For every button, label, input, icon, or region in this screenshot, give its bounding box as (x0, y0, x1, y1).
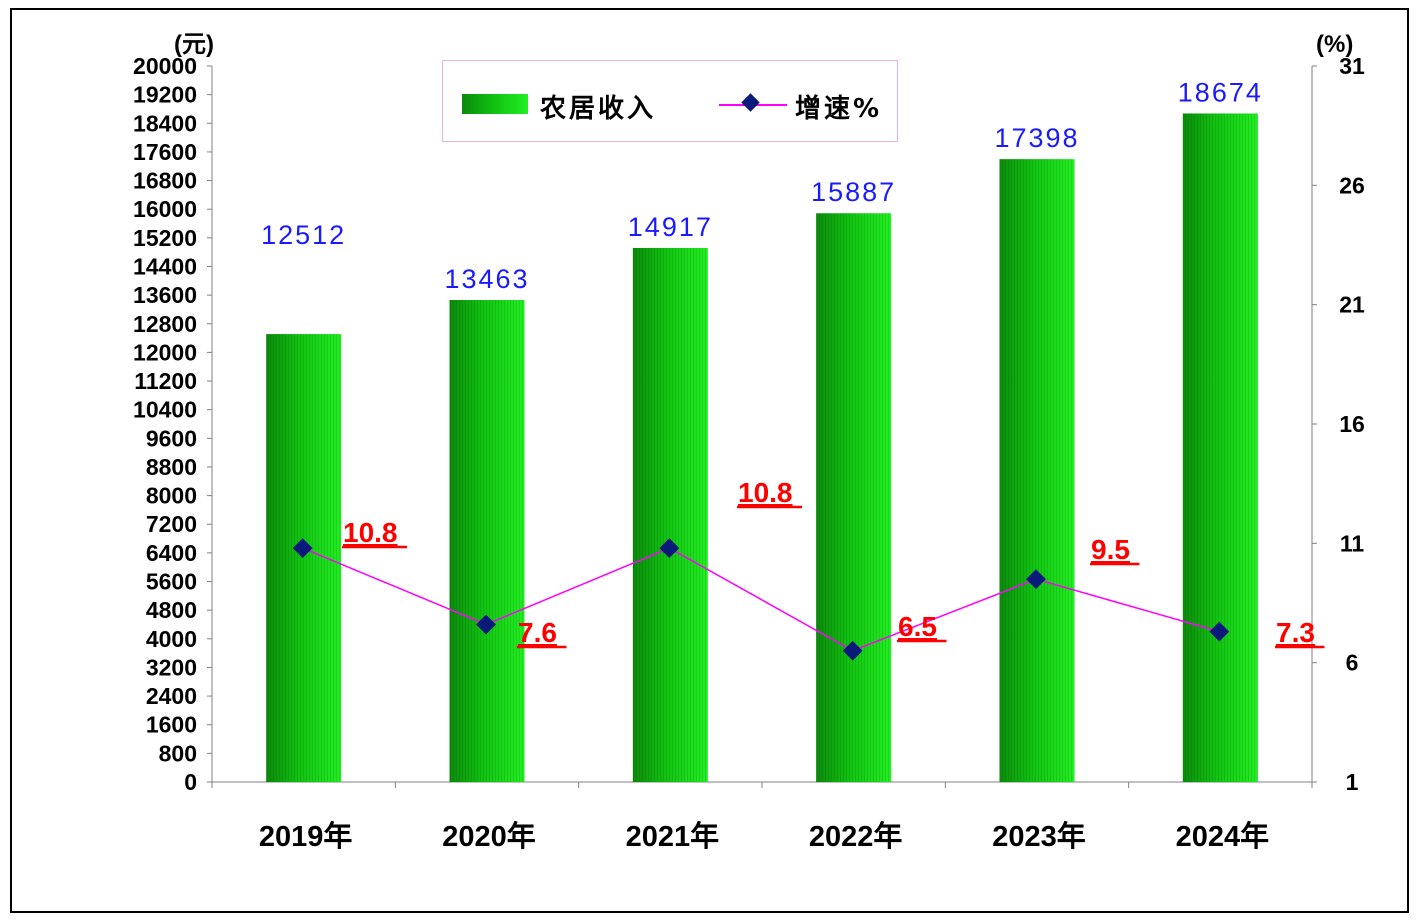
left-tick-label: 17600 (133, 139, 197, 165)
legend: 农居收入 增速% (442, 60, 898, 142)
left-tick-label: 19200 (133, 82, 197, 108)
growth-value-label: 9.5 (1091, 534, 1130, 565)
growth-value-label: 10.8 (738, 477, 793, 508)
right-tick-label: 16 (1339, 411, 1365, 437)
left-tick-label: 20000 (133, 53, 197, 79)
growth-marker (1026, 569, 1046, 590)
growth-value-label: 7.3 (1276, 617, 1315, 648)
category-label: 2020年 (442, 819, 536, 853)
right-tick-label: 26 (1339, 172, 1365, 198)
growth-marker (292, 538, 313, 559)
right-tick-label: 6 (1346, 650, 1359, 676)
left-tick-label: 11200 (134, 368, 197, 394)
right-tick-label: 31 (1339, 53, 1365, 79)
left-tick-label: 6400 (146, 540, 197, 566)
bar-texture (999, 159, 1075, 782)
left-tick-label: 8800 (146, 454, 197, 480)
left-tick-label: 3200 (146, 654, 197, 680)
left-axis-unit: (元) (174, 31, 214, 58)
bar-value-label: 18674 (1178, 77, 1263, 107)
category-label: 2024年 (1176, 819, 1270, 853)
left-tick-label: 10400 (133, 397, 197, 423)
left-tick-label: 7200 (146, 511, 197, 537)
growth-line (302, 547, 1220, 652)
bar-value-label: 13463 (444, 264, 529, 294)
legend-diamond-icon (741, 93, 760, 112)
left-tick-label: 800 (159, 740, 197, 766)
left-tick-label: 9600 (146, 425, 197, 451)
legend-bar-swatch (462, 94, 528, 114)
category-label: 2022年 (809, 819, 903, 853)
left-tick-label: 4800 (146, 597, 197, 623)
left-tick-label: 14400 (133, 253, 197, 279)
right-tick-label: 21 (1339, 292, 1365, 318)
legend-line-label: 增速% (795, 94, 883, 124)
left-tick-label: 1600 (146, 712, 197, 738)
left-tick-label: 18400 (133, 110, 197, 136)
left-tick-label: 15200 (133, 225, 197, 251)
growth-marker (1209, 621, 1230, 642)
bar-texture (816, 213, 892, 782)
right-axis-unit: (%) (1316, 31, 1353, 58)
growth-value-label: 7.6 (518, 617, 557, 648)
growth-value-label: 6.5 (898, 611, 937, 642)
bar-texture (449, 300, 525, 782)
bar-value-label: 15887 (811, 177, 896, 207)
category-label: 2021年 (626, 819, 720, 853)
left-tick-label: 12000 (133, 339, 197, 365)
left-tick-label: 2400 (146, 683, 197, 709)
bar-texture (632, 247, 708, 782)
category-label: 2023年 (992, 819, 1086, 853)
left-tick-label: 16800 (133, 168, 197, 194)
chart-frame: 0 800 1600 2400 3200 4000 4800 5600 6400 7200 8000… (10, 8, 1409, 913)
left-tick-label: 4000 (146, 626, 197, 652)
left-tick-label: 5600 (146, 569, 197, 595)
left-tick-label: 12800 (133, 311, 197, 337)
category-label: 2019年 (259, 819, 353, 853)
left-tick-label: 16000 (133, 196, 197, 222)
right-tick-label: 1 (1346, 769, 1359, 795)
growth-marker (476, 614, 496, 635)
left-tick-label: 13600 (133, 282, 197, 308)
growth-value-label: 10.8 (343, 517, 398, 548)
left-tick-label: 8000 (146, 483, 197, 509)
right-tick-label: 11 (1340, 530, 1365, 556)
legend-bar-label: 农居收入 (540, 94, 657, 124)
growth-marker (659, 538, 680, 559)
bar-value-label: 17398 (994, 123, 1079, 153)
bar-texture (1182, 113, 1258, 782)
bar-value-label: 14917 (628, 212, 713, 242)
growth-marker (842, 640, 863, 661)
left-tick-label: 0 (184, 769, 197, 795)
bar-texture (266, 334, 342, 782)
bar-value-label: 12512 (261, 220, 346, 250)
